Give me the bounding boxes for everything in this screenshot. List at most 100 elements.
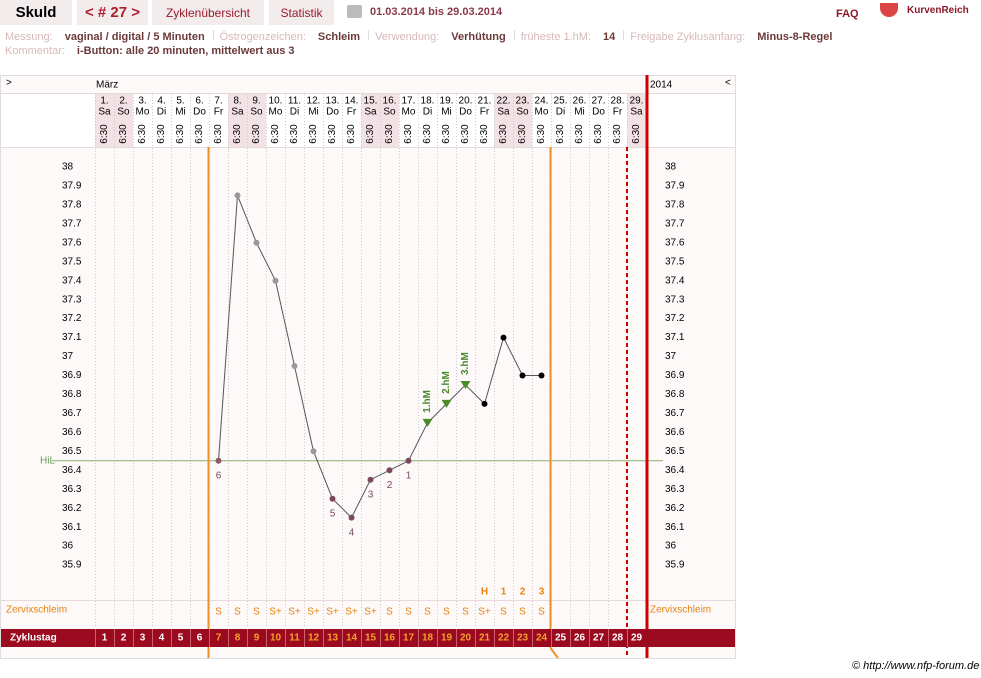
marker bbox=[441, 399, 452, 408]
field-value: 14 bbox=[603, 31, 616, 43]
weekday-label: Sa bbox=[364, 107, 377, 118]
logo[interactable]: KurvenReich bbox=[907, 5, 969, 16]
weekend-cell bbox=[361, 94, 380, 147]
weekend-cell bbox=[627, 94, 646, 147]
peak-label: 3 bbox=[539, 587, 545, 598]
day-label: 21. bbox=[478, 96, 492, 107]
point-label: 6 bbox=[216, 470, 222, 481]
weekend-cell bbox=[247, 94, 266, 147]
time-label: 6:30 bbox=[346, 124, 357, 144]
day-label: 17. bbox=[402, 96, 416, 107]
weekday-label: Sa bbox=[231, 107, 244, 118]
time-label: 6:30 bbox=[308, 124, 319, 144]
comment: i-Button: alle 20 minuten, mittelwert au… bbox=[76, 45, 295, 57]
tab[interactable]: Statistik bbox=[269, 0, 334, 25]
y-tick-label: 38 bbox=[62, 162, 74, 173]
marker bbox=[481, 400, 488, 407]
cycle-day: 29 bbox=[631, 633, 643, 644]
weekend-cell bbox=[95, 94, 114, 147]
day-label: 16. bbox=[383, 96, 397, 107]
y-tick-label: 36.2 bbox=[665, 503, 685, 514]
y-tick-label: 35.9 bbox=[62, 560, 82, 571]
y-tick-label: 37.4 bbox=[665, 275, 685, 286]
day-label: 15. bbox=[364, 96, 378, 107]
time-label: 6:30 bbox=[479, 124, 490, 144]
weekend-cell bbox=[380, 94, 399, 147]
nav-prev[interactable]: > bbox=[6, 78, 12, 89]
chart-frame bbox=[0, 75, 736, 659]
cycle-day: 3 bbox=[140, 633, 146, 644]
weekday-label: Fr bbox=[347, 107, 357, 118]
y-tick-label: 37.3 bbox=[665, 294, 685, 305]
time-label: 6:30 bbox=[460, 124, 471, 144]
weekday-label: Mo bbox=[136, 107, 150, 118]
weekday-label: Fr bbox=[214, 107, 224, 118]
time-label: 6:30 bbox=[555, 124, 566, 144]
marker bbox=[460, 380, 471, 389]
time-label: 6:30 bbox=[137, 124, 148, 144]
cervix-mark: S bbox=[253, 607, 260, 618]
time-label: 6:30 bbox=[612, 124, 623, 144]
peak-label: 1 bbox=[501, 587, 507, 598]
marker bbox=[348, 514, 355, 521]
marker bbox=[422, 418, 433, 427]
y-tick-label: 37 bbox=[62, 351, 74, 362]
weekend-cell bbox=[114, 94, 133, 147]
weekday-label: Mo bbox=[269, 107, 283, 118]
weekday-label: Mo bbox=[402, 107, 416, 118]
day-label: 29. bbox=[630, 96, 644, 107]
time-label: 6:30 bbox=[118, 124, 129, 144]
y-tick-label: 37.2 bbox=[62, 313, 82, 324]
cycle-nav[interactable]: < # 27 > bbox=[77, 0, 148, 25]
field-label: Messung: bbox=[5, 31, 53, 43]
day-label: 23. bbox=[516, 96, 530, 107]
year: 2014 bbox=[650, 80, 673, 91]
weekday-label: Mi bbox=[308, 107, 319, 118]
logo-icon bbox=[880, 3, 898, 17]
y-tick-label: 37.7 bbox=[62, 218, 82, 229]
y-tick-label: 38 bbox=[665, 162, 677, 173]
weekday-label: Mo bbox=[535, 107, 549, 118]
faq-link[interactable]: FAQ bbox=[836, 8, 859, 20]
day-label: 5. bbox=[176, 96, 184, 107]
y-tick-label: 37.7 bbox=[665, 218, 685, 229]
field-value: vaginal / digital / 5 Minuten bbox=[64, 31, 205, 43]
cycle-day: 23 bbox=[517, 633, 529, 644]
time-label: 6:30 bbox=[194, 124, 205, 144]
time-label: 6:30 bbox=[365, 124, 376, 144]
y-tick-label: 36.3 bbox=[665, 484, 685, 495]
user-name: Skuld bbox=[0, 0, 72, 25]
day-label: 11. bbox=[288, 96, 301, 107]
weekday-label: Di bbox=[157, 107, 166, 118]
cycle-day: 21 bbox=[479, 633, 491, 644]
tab[interactable]: Zyklenübersicht bbox=[152, 0, 264, 25]
marker bbox=[405, 457, 412, 464]
day-label: 20. bbox=[459, 96, 473, 107]
y-tick-label: 37.2 bbox=[665, 313, 685, 324]
y-tick-label: 35.9 bbox=[665, 560, 685, 571]
separator bbox=[623, 30, 625, 40]
y-tick-label: 37 bbox=[665, 351, 677, 362]
y-tick-label: 37.1 bbox=[62, 332, 82, 343]
day-label: 10. bbox=[269, 96, 283, 107]
weekday-label: Mi bbox=[574, 107, 585, 118]
point-label: 3 bbox=[368, 489, 374, 500]
time-label: 6:30 bbox=[441, 124, 452, 144]
y-tick-label: 36.7 bbox=[62, 408, 82, 419]
y-tick-label: 37.1 bbox=[665, 332, 685, 343]
cervix-mark: S+ bbox=[478, 607, 491, 618]
cycle-day: 26 bbox=[574, 633, 586, 644]
cycle-day: 17 bbox=[403, 633, 415, 644]
y-tick-label: 37.9 bbox=[62, 181, 82, 192]
peak-label: 2 bbox=[520, 587, 526, 598]
temperature-line bbox=[218, 195, 542, 519]
day-label: 14. bbox=[345, 96, 359, 107]
cycle-day: 8 bbox=[235, 633, 241, 644]
y-tick-label: 36.6 bbox=[665, 427, 685, 438]
print-icon[interactable] bbox=[347, 5, 362, 18]
time-label: 6:30 bbox=[99, 124, 110, 144]
nav-next[interactable]: < bbox=[725, 78, 731, 89]
y-tick-label: 36.8 bbox=[62, 389, 82, 400]
marker bbox=[291, 363, 298, 369]
